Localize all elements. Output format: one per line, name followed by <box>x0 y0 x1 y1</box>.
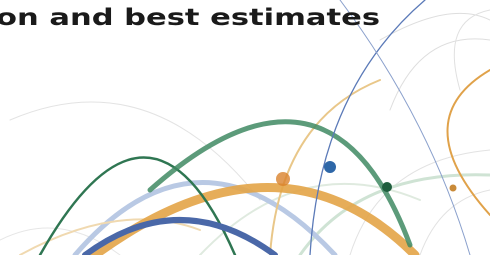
slide-title: on and best estimates <box>0 5 380 31</box>
arc <box>454 10 490 90</box>
arc <box>350 150 490 255</box>
slide: on and best estimates <box>0 0 490 255</box>
arc <box>380 13 490 40</box>
dot <box>450 185 457 192</box>
dot <box>276 172 290 186</box>
decorative-arcs <box>0 0 490 255</box>
page: on and best estimates (() => { const dat… <box>0 0 490 255</box>
arc <box>448 70 490 215</box>
arc <box>420 190 490 255</box>
dot <box>324 161 336 173</box>
arc <box>40 158 235 255</box>
dot <box>382 182 392 192</box>
